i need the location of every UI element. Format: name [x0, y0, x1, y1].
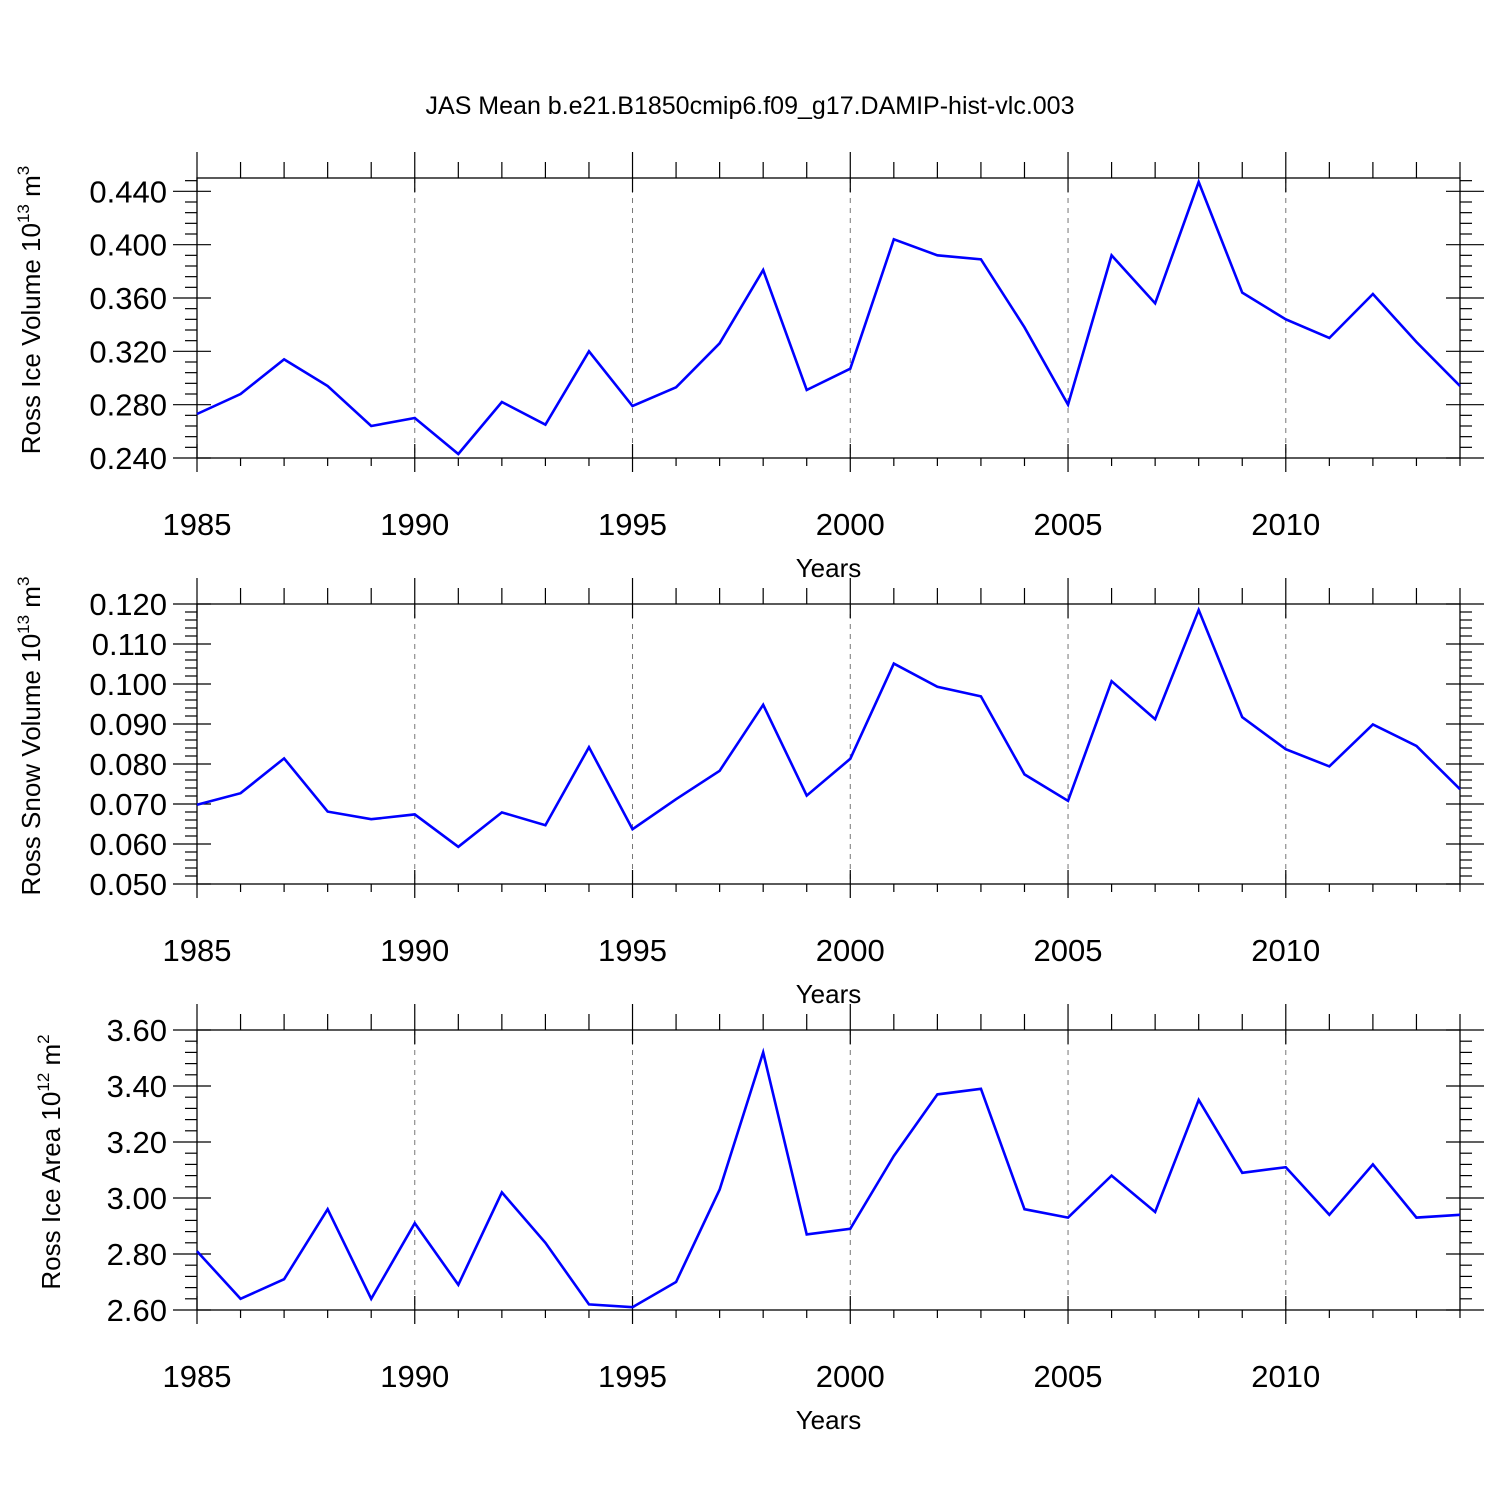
panel-1: 1985 1990 1995 2000 2005 2010 0.240 0.280 0.320 0…	[14, 152, 1484, 583]
x-tick-label: 1990	[380, 507, 449, 542]
figure-title: JAS Mean b.e21.B1850cmip6.f09_g17.DAMIP-…	[426, 92, 1075, 120]
y-tick-label: 0.070	[89, 787, 167, 822]
x-tick-label: 2000	[816, 933, 885, 968]
y-tick-label: 0.280	[89, 388, 167, 423]
series-line	[196, 1047, 1461, 1309]
y-tick-label: 0.080	[89, 747, 167, 782]
x-tick-label: 1995	[598, 507, 667, 542]
plot-frame	[196, 603, 1461, 885]
y-tick-label: 3.20	[107, 1125, 167, 1160]
x-tick-label: 2005	[1034, 933, 1103, 968]
x-tick-label: 1995	[598, 1359, 667, 1394]
plot-frame	[196, 1029, 1461, 1311]
x-tick-label: 2010	[1251, 1359, 1320, 1394]
x-tick-label: 2010	[1251, 507, 1320, 542]
x-tick-label: 1990	[380, 1359, 449, 1394]
x-tick-label: 1990	[380, 933, 449, 968]
x-axis-label: Years	[796, 553, 862, 583]
x-tick-label: 1985	[163, 1359, 232, 1394]
x-tick-label: 1985	[163, 507, 232, 542]
y-tick-label: 0.110	[92, 627, 167, 662]
x-tick-label: 2000	[816, 507, 885, 542]
x-tick-label: 1985	[163, 933, 232, 968]
x-tick-label: 1995	[598, 933, 667, 968]
x-tick-label: 2010	[1251, 933, 1320, 968]
y-tick-label: 0.360	[89, 281, 167, 316]
x-tick-label: 2005	[1034, 1359, 1103, 1394]
y-axis-label: Ross Snow Volume 1013 m3	[14, 577, 46, 896]
y-tick-label: 0.120	[89, 587, 167, 622]
plot-frame	[196, 177, 1461, 459]
x-axis-label: Years	[796, 979, 862, 1009]
panel-3: 1985 1990 1995 2000 2005 2010 2.60 2.80 3.00 3.20…	[34, 1004, 1484, 1435]
x-tick-label: 2000	[816, 1359, 885, 1394]
y-axis-label: Ross Ice Area 1012 m2	[34, 1034, 66, 1289]
y-tick-label: 0.060	[89, 827, 167, 862]
y-tick-label: 0.090	[89, 707, 167, 742]
y-tick-label: 0.100	[89, 667, 167, 702]
y-tick-label: 3.00	[107, 1181, 167, 1216]
y-tick-label: 0.440	[89, 174, 167, 209]
y-axis-label: Ross Ice Volume 1013 m3	[14, 166, 46, 455]
y-tick-label: 3.40	[107, 1069, 167, 1104]
y-tick-label: 0.050	[89, 867, 167, 902]
x-axis-label: Years	[796, 1405, 862, 1435]
y-tick-label: 0.320	[89, 334, 167, 369]
y-tick-label: 0.240	[89, 441, 167, 476]
y-tick-label: 2.80	[107, 1237, 167, 1272]
series-line	[196, 178, 1461, 456]
y-tick-label: 2.60	[107, 1293, 167, 1328]
series-line	[196, 606, 1461, 849]
y-tick-label: 0.400	[89, 228, 167, 263]
x-tick-label: 2005	[1034, 507, 1103, 542]
y-tick-label: 3.60	[107, 1013, 167, 1048]
panel-2: 1985 1990 1995 2000 2005 2010 0.050 0.060 0.070 0…	[14, 577, 1484, 1009]
